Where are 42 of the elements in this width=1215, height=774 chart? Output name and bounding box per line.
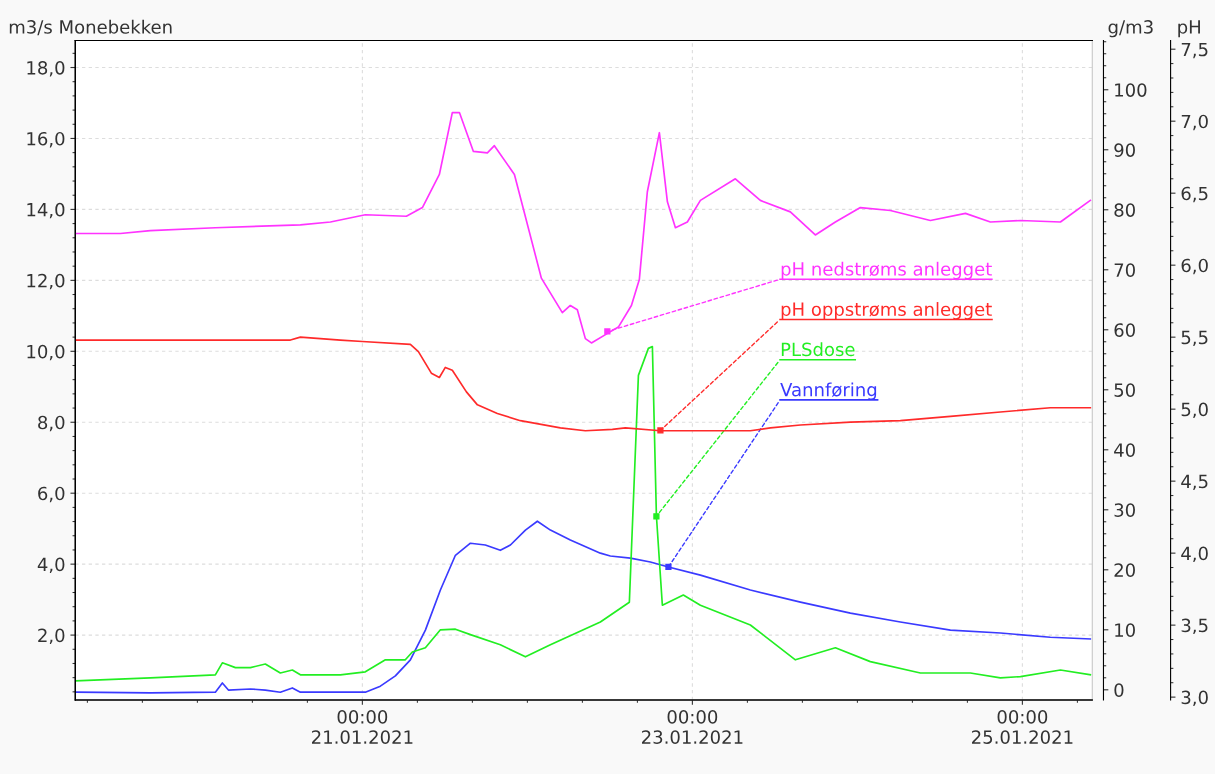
annotation: pH nedstrøms anlegget — [781, 261, 992, 280]
y2-tick-label: 0 — [1114, 683, 1124, 697]
annotation: pH oppstrøms anlegget — [781, 302, 992, 320]
y-tick-label: 8,0 — [38, 415, 65, 432]
y3-tick-label: 3,0 — [1181, 690, 1208, 707]
y-tick-label: 18,0 — [27, 60, 65, 77]
y3-axis-title: pH — [1178, 20, 1200, 38]
y3-tick-label: 5,0 — [1181, 402, 1208, 419]
y2-tick-label: 70 — [1114, 263, 1135, 277]
y2-tick-label: 90 — [1114, 143, 1135, 157]
y3-tick-label: 5,5 — [1181, 330, 1208, 347]
y-tick-label: 14,0 — [27, 202, 65, 219]
y2-tick-label: 50 — [1114, 383, 1135, 397]
line-series — [75, 111, 1092, 344]
y2-tick-label: 10 — [1115, 623, 1135, 637]
y3-tick-label: 3,5 — [1181, 618, 1208, 635]
y2-tick-label: 100 — [1115, 83, 1147, 97]
y-tick-label: 2,0 — [38, 628, 65, 645]
y-tick-label: 6,0 — [38, 486, 65, 503]
y2-tick-label: 30 — [1114, 503, 1135, 517]
y-tick-label: 10,0 — [27, 344, 65, 361]
y2-tick-label: 20 — [1114, 563, 1135, 577]
y3-tick-label: 6,5 — [1181, 186, 1208, 203]
x-tick-label: 00:00 23.01.2021 — [642, 710, 743, 744]
y2-tick-label: 40 — [1114, 443, 1135, 457]
x-tick-label: 00:00 25.01.2021 — [972, 710, 1073, 744]
y-axis-title: m3/s Monebekken — [9, 19, 172, 36]
y2-tick-label: 60 — [1114, 323, 1135, 337]
y3-tick-label: 7,0 — [1181, 114, 1208, 131]
y3-tick-label: 6,0 — [1181, 258, 1208, 275]
annotation: Vannføring — [780, 382, 877, 400]
y2-axis-title: g/m3 — [1108, 20, 1153, 38]
x-tick-label: 00:00 21.01.2021 — [312, 710, 413, 744]
y-tick-label: 4,0 — [37, 557, 65, 574]
y-tick-label: 16,0 — [27, 131, 65, 148]
y3-tick-label: 4,5 — [1181, 474, 1208, 491]
line-series — [75, 520, 1092, 694]
y2-tick-label: 80 — [1114, 203, 1135, 217]
y-tick-label: 12,0 — [27, 273, 65, 290]
y3-tick-label: 7,5 — [1181, 42, 1208, 59]
annotation: PLSdose — [781, 342, 855, 357]
y3-tick-label: 4,0 — [1181, 546, 1208, 563]
